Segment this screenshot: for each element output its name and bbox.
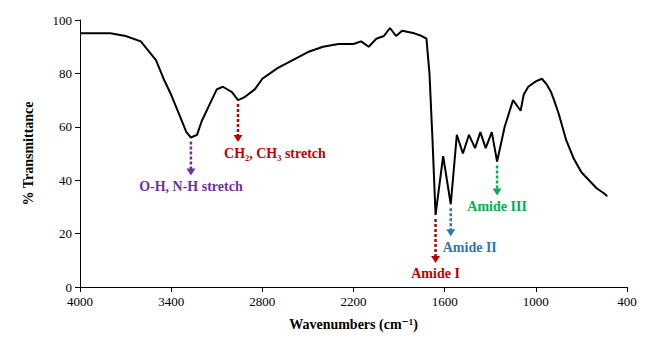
svg-text:0: 0 (66, 280, 73, 295)
svg-text:60: 60 (59, 119, 72, 134)
svg-text:80: 80 (59, 66, 72, 81)
svg-text:40: 40 (59, 173, 72, 188)
svg-text:Amide III: Amide III (467, 199, 527, 214)
svg-text:% Transmittance: % Transmittance (21, 101, 36, 205)
svg-text:Amide I: Amide I (411, 266, 460, 281)
svg-text:1000: 1000 (523, 294, 549, 309)
svg-text:Amide II: Amide II (443, 240, 497, 255)
svg-text:100: 100 (53, 13, 73, 28)
svg-text:4000: 4000 (67, 294, 93, 309)
svg-text:1600: 1600 (432, 294, 458, 309)
svg-text:2200: 2200 (341, 294, 367, 309)
svg-text:O-H, N-H stretch: O-H, N-H stretch (139, 179, 243, 194)
svg-text:400: 400 (617, 294, 637, 309)
svg-text:CH₂, CH₃ stretch: CH₂, CH₃ stretch (224, 146, 326, 161)
svg-text:Wavenumbers (cm⁻¹): Wavenumbers (cm⁻¹) (289, 317, 418, 333)
svg-text:20: 20 (59, 226, 72, 241)
svg-text:3400: 3400 (158, 294, 184, 309)
svg-text:2800: 2800 (249, 294, 275, 309)
